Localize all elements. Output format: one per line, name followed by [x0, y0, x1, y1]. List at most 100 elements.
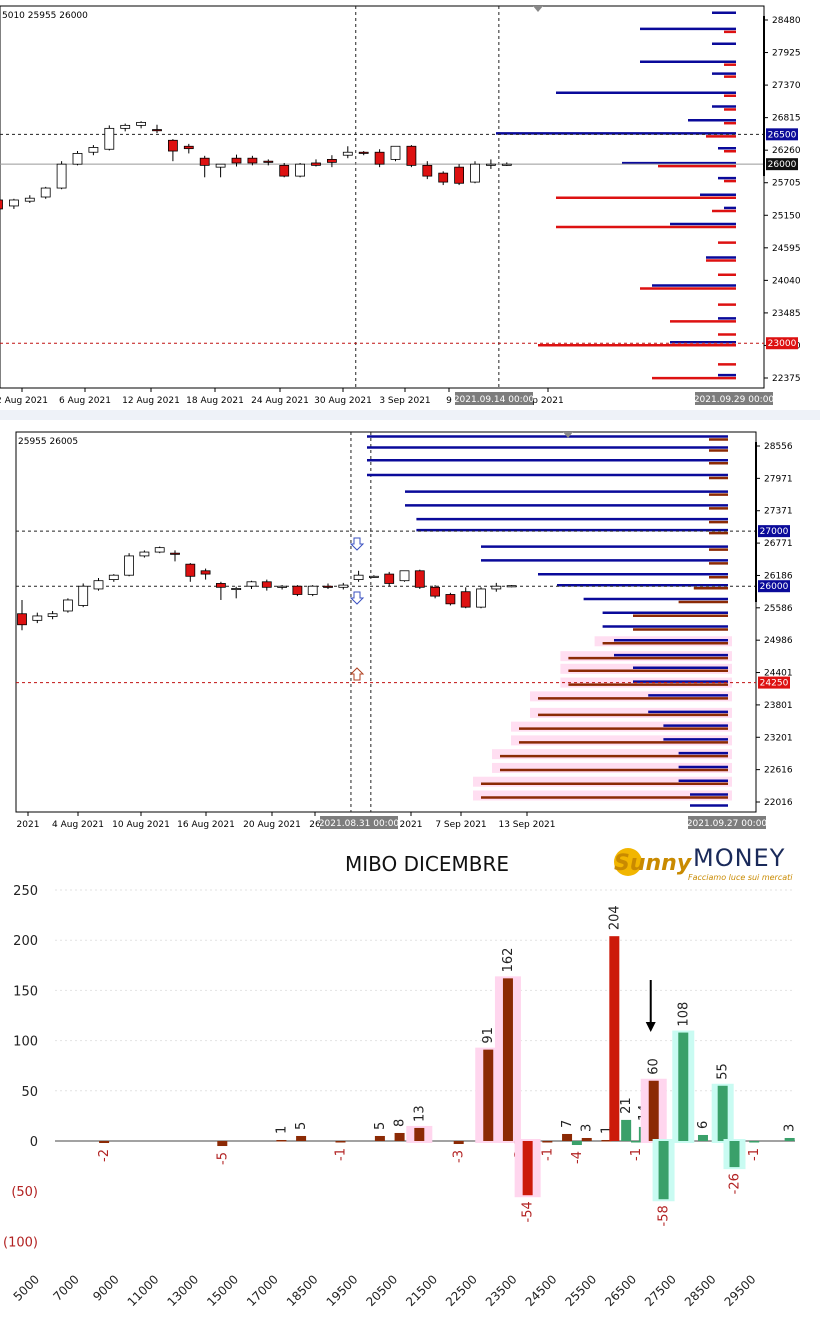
price-tick-label: 27370: [772, 81, 801, 91]
candle-up: [368, 575, 379, 578]
date-badge: [695, 392, 773, 405]
bar: [601, 1139, 612, 1142]
bar: [276, 1139, 287, 1142]
chart-panel-1: 5010 25955 26000 28480 27925 27370 26815 2626…: [0, 0, 820, 410]
level-glow: [530, 691, 732, 702]
candle-down: [384, 573, 395, 584]
data-label: -26: [728, 1173, 743, 1194]
date-tick-label: 18 Aug 2021: [186, 396, 244, 406]
date-badge: [455, 392, 533, 405]
candle-down: [17, 613, 27, 626]
x-tick-label: 9000: [90, 1272, 121, 1303]
bar: [658, 1141, 669, 1200]
candle-up: [485, 163, 496, 166]
data-label: -1: [747, 1148, 762, 1161]
candle-up: [295, 163, 306, 177]
price-tick-label: 26186: [764, 571, 793, 581]
data-label: 7: [560, 1120, 575, 1128]
bar: [581, 1137, 592, 1141]
data-label: 8: [393, 1119, 408, 1127]
date-badge-label: 2021.09.14 00:00: [454, 395, 535, 405]
bar: [697, 1134, 708, 1141]
bar: [749, 1141, 760, 1143]
candle-up: [40, 187, 51, 198]
candle-up: [338, 584, 349, 588]
bar: [483, 1049, 494, 1141]
price-badge: [766, 128, 798, 141]
x-tick-label: 22500: [443, 1272, 480, 1309]
x-tick-label: 29500: [722, 1272, 759, 1309]
price-tick-label: 23485: [772, 309, 801, 319]
candle-up: [342, 151, 353, 156]
data-label: 6: [696, 1121, 711, 1129]
candle-down: [422, 164, 433, 177]
candle-up: [120, 124, 131, 129]
date-badge-label: 2021.09.29 00:00: [694, 395, 775, 405]
data-label: -54: [521, 1201, 536, 1222]
data-label: -4: [570, 1151, 585, 1164]
price-tick-label: 22375: [772, 374, 801, 384]
candle-down: [406, 145, 417, 166]
data-label: -1: [334, 1148, 349, 1161]
candle-down: [358, 151, 369, 154]
candle-down: [460, 591, 471, 608]
logo-tagline: Facciamo luce sui mercati: [688, 873, 793, 882]
candle-down: [292, 585, 303, 595]
candle-down: [279, 164, 290, 177]
candle-down: [247, 157, 258, 164]
level-glow: [492, 762, 732, 773]
top-marker-icon: [563, 432, 573, 438]
x-tick-label: 28500: [682, 1272, 719, 1309]
candle-up: [93, 580, 104, 590]
candle-down: [215, 583, 226, 588]
price-tick-label: 28556: [764, 442, 793, 452]
logo-brand: MONEY: [693, 844, 785, 872]
data-label: 5: [373, 1122, 388, 1130]
y-tick-label: 250: [13, 884, 38, 899]
candle-down: [326, 158, 337, 163]
candle-up: [104, 127, 115, 150]
candle-up: [470, 163, 480, 183]
data-label: 60: [647, 1058, 662, 1075]
bar: [394, 1132, 405, 1141]
data-label: 91: [481, 1027, 496, 1044]
y-tick-label: 200: [13, 934, 38, 949]
candle-up: [399, 570, 410, 582]
date-badge: [688, 816, 766, 829]
bar: [729, 1141, 740, 1168]
bar: [453, 1141, 464, 1145]
date-tick-label: 2021: [400, 820, 423, 830]
x-tick-label: 11000: [125, 1272, 162, 1309]
x-tick-label: 15000: [204, 1272, 241, 1309]
bar: [414, 1127, 425, 1141]
candle-down: [445, 594, 456, 605]
data-label: 1: [599, 1126, 614, 1134]
candle-down: [414, 570, 425, 588]
data-label: -58: [657, 1205, 672, 1226]
x-tick-label: 13000: [164, 1272, 201, 1309]
y-tick-label: 150: [13, 984, 38, 999]
price-tick-label: 27925: [772, 49, 801, 59]
y-tick-label: (50): [11, 1185, 38, 1200]
bar: [571, 1141, 582, 1146]
candle-down: [323, 585, 333, 588]
bar: [522, 1141, 533, 1196]
candle-up: [506, 585, 517, 588]
bar: [335, 1141, 346, 1143]
data-label: -1: [540, 1148, 555, 1161]
candle-up: [307, 585, 318, 595]
candlestick-chart-1: 5010 25955 26000 28480 27925 27370 26815 2626…: [0, 5, 801, 406]
candle-down: [311, 162, 321, 166]
date-badge-label: 2021.09.27 00:00: [687, 819, 768, 829]
data-label: -5: [215, 1152, 230, 1165]
candle-down: [199, 157, 210, 166]
candle-up: [63, 599, 73, 612]
price-header: 5010 25955 26000: [2, 11, 88, 21]
top-marker-icon: [533, 6, 543, 12]
candle-up: [501, 163, 512, 166]
candle-down: [263, 160, 274, 163]
candle-up: [353, 574, 364, 580]
price-tick-label: 26771: [764, 539, 793, 549]
candle-up: [390, 145, 401, 160]
x-tick-label: 21500: [403, 1272, 440, 1309]
